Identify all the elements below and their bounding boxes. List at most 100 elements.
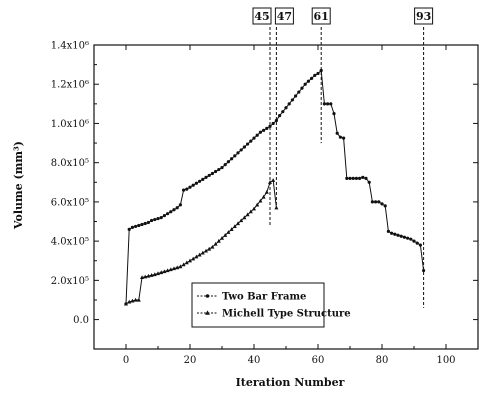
data-point bbox=[316, 71, 320, 76]
data-point bbox=[246, 142, 250, 146]
y-tick-label: 1.4x10⁶ bbox=[51, 41, 89, 52]
data-point bbox=[396, 233, 400, 237]
data-point bbox=[207, 246, 212, 251]
data-point bbox=[223, 163, 227, 167]
data-point bbox=[338, 135, 342, 139]
data-point bbox=[232, 224, 237, 229]
data-point bbox=[169, 210, 173, 214]
data-point bbox=[127, 299, 132, 304]
data-point bbox=[198, 179, 202, 183]
data-point bbox=[140, 275, 144, 280]
data-point bbox=[239, 148, 243, 152]
data-point bbox=[268, 180, 272, 184]
data-point bbox=[370, 200, 374, 204]
data-point bbox=[150, 218, 154, 223]
legend-label: Michell Type Structure bbox=[222, 309, 351, 320]
data-point bbox=[248, 209, 253, 214]
legend-marker bbox=[205, 310, 210, 315]
callout-box bbox=[311, 7, 331, 25]
data-point bbox=[191, 183, 195, 187]
data-point bbox=[294, 94, 298, 98]
data-point bbox=[223, 233, 228, 237]
data-point bbox=[322, 102, 326, 106]
data-point bbox=[303, 82, 307, 86]
data-point bbox=[130, 225, 134, 229]
data-point bbox=[236, 151, 240, 155]
data-point bbox=[220, 235, 224, 240]
data-point bbox=[358, 176, 362, 180]
data-point bbox=[166, 212, 170, 216]
data-point bbox=[284, 106, 288, 110]
data-point bbox=[133, 297, 138, 302]
data-point bbox=[329, 102, 333, 106]
data-point bbox=[162, 214, 166, 218]
data-point bbox=[137, 223, 141, 228]
x-tick-label: 60 bbox=[312, 355, 325, 366]
data-point bbox=[220, 165, 224, 170]
data-point bbox=[399, 234, 403, 238]
data-point bbox=[348, 176, 352, 180]
data-point bbox=[261, 194, 266, 199]
x-tick-label: 40 bbox=[248, 355, 261, 366]
data-point bbox=[124, 301, 128, 306]
data-point bbox=[290, 98, 294, 102]
data-point bbox=[361, 175, 365, 179]
data-point bbox=[409, 237, 413, 241]
x-axis-label: Iteration Number bbox=[236, 376, 345, 389]
data-point bbox=[255, 202, 260, 207]
data-point bbox=[252, 206, 256, 211]
data-point bbox=[354, 176, 358, 180]
data-point bbox=[342, 136, 346, 140]
data-point bbox=[213, 241, 218, 246]
data-point bbox=[226, 160, 230, 164]
data-point bbox=[188, 258, 192, 263]
data-point bbox=[178, 264, 183, 269]
callout-label: 45 bbox=[254, 10, 269, 23]
y-tick-label: 6.0x10⁵ bbox=[51, 197, 89, 208]
data-point bbox=[271, 121, 275, 126]
data-point bbox=[265, 126, 269, 130]
x-tick-label: 0 bbox=[123, 355, 129, 366]
data-point bbox=[402, 235, 406, 239]
data-point bbox=[262, 128, 266, 132]
data-point bbox=[153, 217, 157, 222]
data-point bbox=[335, 131, 339, 135]
data-point bbox=[168, 267, 173, 272]
data-point bbox=[422, 268, 426, 273]
data-point bbox=[249, 139, 253, 143]
data-point bbox=[393, 232, 397, 236]
callout-box bbox=[274, 7, 294, 25]
data-point bbox=[229, 227, 234, 231]
data-point bbox=[146, 273, 151, 278]
data-point bbox=[188, 185, 192, 189]
data-point bbox=[364, 176, 368, 180]
callout-label: 47 bbox=[277, 10, 292, 23]
data-point bbox=[143, 274, 148, 279]
data-point bbox=[380, 202, 384, 206]
data-point bbox=[140, 222, 144, 227]
data-point bbox=[149, 273, 154, 277]
data-point bbox=[242, 145, 246, 149]
callout-label: 61 bbox=[314, 10, 329, 23]
y-tick-label: 4.0x10⁵ bbox=[51, 237, 89, 248]
data-point bbox=[159, 215, 163, 220]
data-point bbox=[412, 239, 416, 243]
legend-box bbox=[191, 282, 325, 328]
data-point bbox=[281, 110, 285, 114]
data-point bbox=[152, 272, 157, 277]
data-point bbox=[310, 76, 314, 80]
data-point bbox=[258, 198, 263, 203]
data-point bbox=[172, 266, 176, 271]
data-point bbox=[178, 203, 182, 207]
data-point bbox=[367, 180, 371, 184]
data-point bbox=[268, 124, 272, 128]
data-point bbox=[182, 188, 186, 192]
data-point bbox=[274, 118, 278, 123]
data-point bbox=[134, 224, 138, 229]
data-point bbox=[216, 238, 221, 243]
data-point bbox=[214, 169, 218, 174]
data-point bbox=[156, 216, 160, 221]
data-point bbox=[300, 86, 304, 90]
data-point bbox=[172, 208, 176, 212]
data-point bbox=[374, 200, 378, 204]
